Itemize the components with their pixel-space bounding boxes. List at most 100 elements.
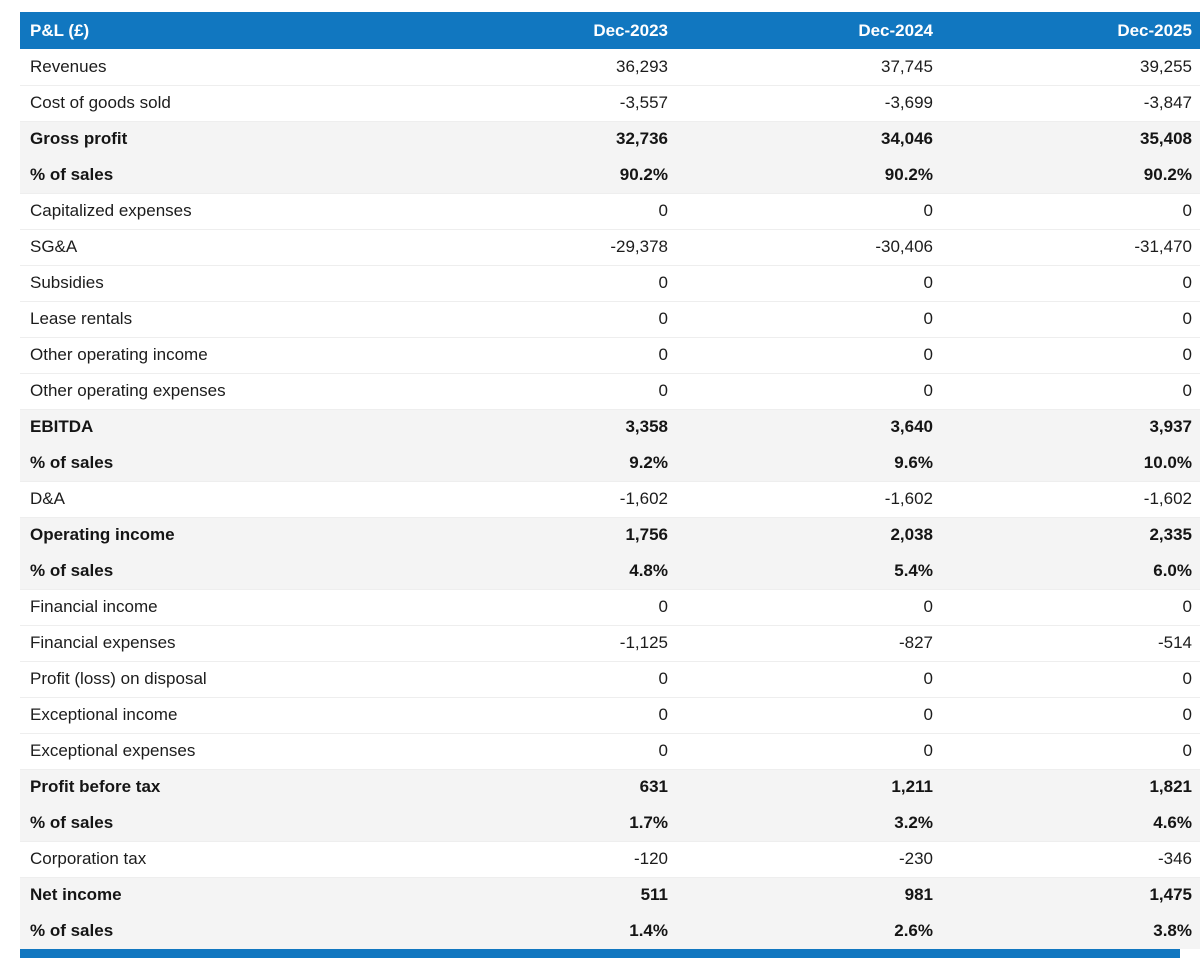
row-label: SG&A — [20, 228, 414, 265]
row-value-dec-2024: 34,046 — [676, 120, 941, 157]
table-row: Exceptional expenses 0 0 0 — [20, 732, 1200, 769]
row-label: Gross profit — [20, 120, 414, 157]
row-value-dec-2023: 36,293 — [616, 56, 668, 76]
header-cell-pnl-currency: P&L (£) — [20, 12, 414, 49]
row-value-dec-2025: -3,847 — [941, 84, 1200, 121]
row-value-dec-2025: 3.8% — [1153, 921, 1192, 940]
row-label: Subsidies — [20, 264, 414, 301]
table-bottom-border — [20, 949, 1180, 958]
header-cell-dec-2025: Dec-2025 — [941, 12, 1200, 49]
row-value-dec-2023: -29,378 — [414, 228, 676, 265]
table-row: Other operating income 0 0 0 — [20, 336, 1200, 373]
table-row: % of sales 1.4% 2.6% 3.8% — [20, 913, 1200, 949]
pnl-table-body: Revenues 36,293 37,745 39,255 Cost of goods … — [20, 49, 1200, 949]
table-row: Subsidies 0 0 0 — [20, 264, 1200, 301]
table-row: Profit (loss) on disposal 0 0 0 — [20, 660, 1200, 697]
row-label: Financial income — [20, 588, 414, 625]
row-value-dec-2023: 1.4% — [629, 921, 668, 940]
table-row: Financial income 0 0 0 — [20, 588, 1200, 625]
row-label: EBITDA — [20, 408, 414, 445]
row-value-dec-2025: 35,408 — [941, 120, 1200, 157]
row-value-dec-2024: -230 — [676, 840, 941, 877]
table-row: % of sales 90.2% 90.2% 90.2% — [20, 157, 1200, 193]
row-value-dec-2025: 0 — [941, 264, 1200, 301]
row-value-dec-2024: 0 — [676, 336, 941, 373]
row-value-dec-2025: 6.0% — [1153, 560, 1192, 580]
row-label: Exceptional income — [20, 696, 414, 733]
row-value-dec-2023: 90.2% — [619, 164, 668, 184]
table-row: Other operating expenses 0 0 0 — [20, 372, 1200, 409]
row-value-dec-2025: 0 — [941, 588, 1200, 625]
table-row: Lease rentals 0 0 0 — [20, 300, 1200, 337]
row-value-dec-2023: 32,736 — [414, 120, 676, 157]
pnl-table-header: P&L (£) Dec-2023 Dec-2024 Dec-2025 — [20, 12, 1200, 49]
table-row: Exceptional income 0 0 0 — [20, 696, 1200, 733]
row-value-dec-2023: 0 — [414, 732, 676, 769]
row-value-dec-2024: 37,745 — [881, 56, 933, 76]
table-row: Cost of goods sold -3,557 -3,699 -3,847 — [20, 84, 1200, 121]
row-value-dec-2024: 0 — [676, 372, 941, 409]
table-row: Corporation tax -120 -230 -346 — [20, 840, 1200, 877]
row-value-dec-2024: 0 — [676, 192, 941, 229]
table-row: Capitalized expenses 0 0 0 — [20, 192, 1200, 229]
row-value-dec-2025: 0 — [941, 696, 1200, 733]
row-value-dec-2025: -1,602 — [941, 480, 1200, 517]
table-row: Operating income 1,756 2,038 2,335 — [20, 516, 1200, 553]
row-value-dec-2023: 3,358 — [414, 408, 676, 445]
row-value-dec-2023: 0 — [414, 660, 676, 697]
row-value-dec-2024: 2,038 — [676, 516, 941, 553]
row-label: % of sales — [30, 452, 114, 472]
row-value-dec-2025: 0 — [941, 732, 1200, 769]
row-value-dec-2023: 0 — [414, 372, 676, 409]
pnl-table: P&L (£) Dec-2023 Dec-2024 Dec-2025 Reven… — [20, 12, 1200, 949]
row-value-dec-2025: 0 — [941, 192, 1200, 229]
row-label: % of sales — [30, 921, 114, 940]
row-label: Lease rentals — [20, 300, 414, 337]
row-value-dec-2023: 9.2% — [629, 452, 668, 472]
row-value-dec-2024: 0 — [676, 696, 941, 733]
row-value-dec-2025: 0 — [941, 336, 1200, 373]
row-label: Capitalized expenses — [20, 192, 414, 229]
row-label: Profit before tax — [20, 768, 414, 805]
row-value-dec-2024: -30,406 — [676, 228, 941, 265]
row-value-dec-2024: 2.6% — [894, 921, 933, 940]
row-value-dec-2023: 0 — [414, 264, 676, 301]
row-value-dec-2025: 10.0% — [1143, 452, 1192, 472]
row-label: Profit (loss) on disposal — [20, 660, 414, 697]
row-label: % of sales — [30, 560, 114, 580]
row-value-dec-2025: 0 — [941, 660, 1200, 697]
header-cell-dec-2024: Dec-2024 — [676, 12, 941, 49]
row-value-dec-2025: -346 — [941, 840, 1200, 877]
row-value-dec-2024: 90.2% — [884, 164, 933, 184]
table-row: EBITDA 3,358 3,640 3,937 — [20, 408, 1200, 445]
table-row: SG&A -29,378 -30,406 -31,470 — [20, 228, 1200, 265]
row-value-dec-2025: 0 — [941, 300, 1200, 337]
row-value-dec-2023: -3,557 — [414, 84, 676, 121]
row-label: Cost of goods sold — [20, 84, 414, 121]
row-label: D&A — [20, 480, 414, 517]
row-value-dec-2024: -3,699 — [676, 84, 941, 121]
table-row: % of sales 4.8% 5.4% 6.0% — [20, 553, 1200, 589]
pnl-table-container: P&L (£) Dec-2023 Dec-2024 Dec-2025 Reven… — [20, 12, 1200, 958]
row-value-dec-2023: 1.7% — [629, 812, 668, 832]
row-value-dec-2024: 0 — [676, 264, 941, 301]
row-value-dec-2024: 3,640 — [676, 408, 941, 445]
row-value-dec-2023: -1,125 — [414, 624, 676, 661]
row-value-dec-2025: 2,335 — [941, 516, 1200, 553]
row-label: Corporation tax — [20, 840, 414, 877]
table-row: Revenues 36,293 37,745 39,255 — [20, 49, 1200, 85]
row-value-dec-2025: 1,821 — [941, 768, 1200, 805]
row-value-dec-2024: 0 — [676, 732, 941, 769]
row-value-dec-2023: -1,602 — [414, 480, 676, 517]
row-label: Exceptional expenses — [20, 732, 414, 769]
row-label: Net income — [20, 876, 414, 913]
table-row: Profit before tax 631 1,211 1,821 — [20, 768, 1200, 805]
row-value-dec-2023: 511 — [414, 876, 676, 913]
row-value-dec-2025: -514 — [941, 624, 1200, 661]
row-value-dec-2024: 1,211 — [676, 768, 941, 805]
header-row: P&L (£) Dec-2023 Dec-2024 Dec-2025 — [20, 12, 1200, 49]
row-value-dec-2025: 0 — [941, 372, 1200, 409]
row-value-dec-2023: 0 — [414, 696, 676, 733]
row-value-dec-2025: -31,470 — [941, 228, 1200, 265]
